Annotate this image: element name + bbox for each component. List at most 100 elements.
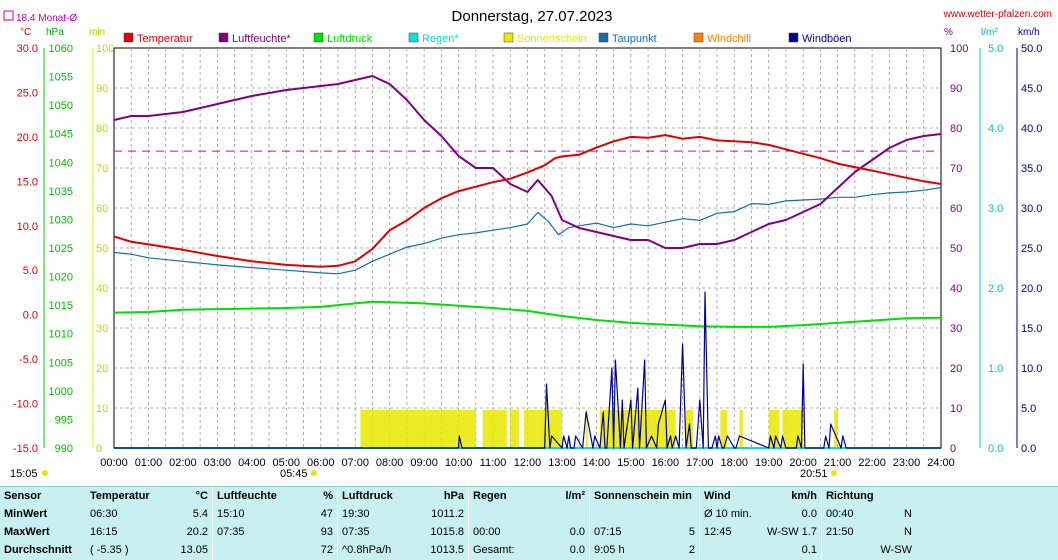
minutes-tick-label: 90 xyxy=(96,83,108,95)
temp-tick-label: 25.0 xyxy=(17,87,38,99)
sunshine-bar xyxy=(739,410,743,448)
x-tick-label: 15:00 xyxy=(617,457,645,469)
x-tick-label: 08:00 xyxy=(376,457,404,469)
stats-header: Luftfeuchte xyxy=(212,487,281,505)
x-tick-label: 17:00 xyxy=(686,457,714,469)
stats-cell: Ø 10 min. xyxy=(698,505,758,523)
legend-label: Luftdruck xyxy=(327,33,373,45)
wind-tick-label: 45.0 xyxy=(1021,83,1042,95)
chart-title: Donnerstag, 27.07.2023 xyxy=(452,8,613,25)
minutes-tick-label: 70 xyxy=(96,163,108,175)
temp-tick-label: -5.0 xyxy=(19,354,38,366)
minutes-tick-label: 80 xyxy=(96,123,108,135)
legend-swatch xyxy=(123,32,134,43)
stats-cell: 5.4 xyxy=(192,508,208,520)
stats-cell xyxy=(468,505,529,523)
rain-tick-label: 4.0 xyxy=(988,123,1003,135)
legend-swatch xyxy=(218,32,229,43)
x-tick-label: 06:00 xyxy=(307,457,335,469)
legend-label: Temperatur xyxy=(137,33,193,45)
minutes-tick-label: 60 xyxy=(96,203,108,215)
stats-header-row: Sensor Temperatur °C Luftfeuchte % Luftd… xyxy=(0,487,916,505)
legend-swatch xyxy=(693,32,704,43)
x-tick-label: 18:00 xyxy=(720,457,748,469)
temp-tick-label: 10.0 xyxy=(17,221,38,233)
sunshine-bar xyxy=(599,410,676,448)
wind-tick-label: 50.0 xyxy=(1021,43,1042,55)
humidity-tick-label: 100 xyxy=(950,43,968,55)
x-tick-label: 21:00 xyxy=(824,457,852,469)
sunshine-bar xyxy=(720,410,728,448)
stats-row-max: MaxWert 16:15 20.2 07:35 93 07:35 1015.8… xyxy=(0,523,916,541)
x-tick-label: 00:00 xyxy=(100,457,128,469)
stats-table: Sensor Temperatur °C Luftfeuchte % Luftd… xyxy=(0,487,916,559)
x-tick-label: 04:00 xyxy=(238,457,266,469)
humidity-tick-label: 0 xyxy=(950,443,956,455)
stats-header: °C xyxy=(195,490,208,502)
stats-cell: 07:35 xyxy=(337,523,416,541)
sunrise-icon xyxy=(311,470,317,476)
pressure-tick-label: 1010 xyxy=(49,329,73,341)
legend-label: Windböen xyxy=(802,33,852,45)
x-tick-label: 07:00 xyxy=(341,457,369,469)
pressure-tick-label: 1045 xyxy=(49,129,73,141)
legend-label: Luftfeuchte* xyxy=(232,33,291,45)
pressure-tick-label: 1020 xyxy=(49,272,73,284)
x-tick-label: 01:00 xyxy=(135,457,163,469)
x-tick-label: 16:00 xyxy=(652,457,680,469)
stats-cell: N xyxy=(904,508,912,520)
temp-tick-label: -10.0 xyxy=(13,399,38,411)
stats-cell: 15:10 xyxy=(212,505,281,523)
day-length-label: 15:05 xyxy=(10,468,38,480)
minutes-tick-label: 100 xyxy=(96,43,114,55)
humidity-tick-label: 30 xyxy=(950,323,962,335)
pressure-tick-label: 1060 xyxy=(49,43,73,55)
temp-unit-label: °C xyxy=(20,27,31,38)
wind-tick-label: 30.0 xyxy=(1021,203,1042,215)
temp-tick-label: 5.0 xyxy=(23,265,38,277)
legend-swatch xyxy=(503,32,514,43)
pressure-tick-label: 1055 xyxy=(49,72,73,84)
grid xyxy=(113,47,942,449)
humidity-tick-label: 80 xyxy=(950,123,962,135)
humidity-tick-label: 50 xyxy=(950,243,962,255)
x-tick-label: 10:00 xyxy=(445,457,473,469)
legend-label: Regen* xyxy=(422,33,459,45)
series-line-windböen xyxy=(114,291,941,449)
rain-tick-label: 1.0 xyxy=(988,363,1003,375)
pressure-tick-label: 1000 xyxy=(49,386,73,398)
temp-tick-label: -15.0 xyxy=(13,443,38,455)
x-tick-label: 09:00 xyxy=(410,457,438,469)
stats-cell: W-SW 1.7 xyxy=(767,526,817,538)
stats-header: l/m² xyxy=(565,490,585,502)
stats-cell: Gesamt: xyxy=(468,541,529,559)
x-tick-label: 23:00 xyxy=(893,457,921,469)
wind-tick-label: 5.0 xyxy=(1021,403,1036,415)
pressure-tick-label: 1005 xyxy=(49,357,73,369)
stats-cell xyxy=(670,505,700,523)
stats-cell: 21:50 xyxy=(820,523,867,541)
stats-row-avg: Durchschnitt ( -5.35 ) 13.05 72 ^0.8hPa/… xyxy=(0,541,916,559)
stats-cell: 72 xyxy=(320,544,333,556)
stats-header: Richtung xyxy=(820,487,916,505)
x-tick-label: 12:00 xyxy=(514,457,542,469)
stats-row-min: MinWert 06:30 5.4 15:10 47 19:30 1011.2 … xyxy=(0,505,916,523)
site-link[interactable]: www.wetter-pfalzen.com xyxy=(943,9,1052,20)
minutes-tick-label: 50 xyxy=(96,243,108,255)
legend-swatch xyxy=(408,32,419,43)
temp-tick-label: 15.0 xyxy=(17,176,38,188)
stats-cell: MaxWert xyxy=(4,526,50,538)
wind-tick-label: 20.0 xyxy=(1021,283,1042,295)
stats-cell: 16:15 xyxy=(90,526,118,538)
pressure-tick-label: 1035 xyxy=(49,186,73,198)
weather-chart: Donnerstag, 27.07.2023 www.wetter-pfalze… xyxy=(3,8,1052,480)
stats-cell: 00:00 xyxy=(468,523,529,541)
stats-cell: 00:40 xyxy=(820,505,867,523)
stats-cell xyxy=(212,541,281,559)
legend: Temperatur Luftfeuchte* Luftdruck Regen* Son… xyxy=(123,32,852,45)
x-tick-label: 24:00 xyxy=(927,457,955,469)
x-tick-label: 20:00 xyxy=(789,457,817,469)
sunshine-bar xyxy=(834,410,838,448)
sunshine-bar xyxy=(768,410,780,448)
pressure-tick-label: 1025 xyxy=(49,243,73,255)
